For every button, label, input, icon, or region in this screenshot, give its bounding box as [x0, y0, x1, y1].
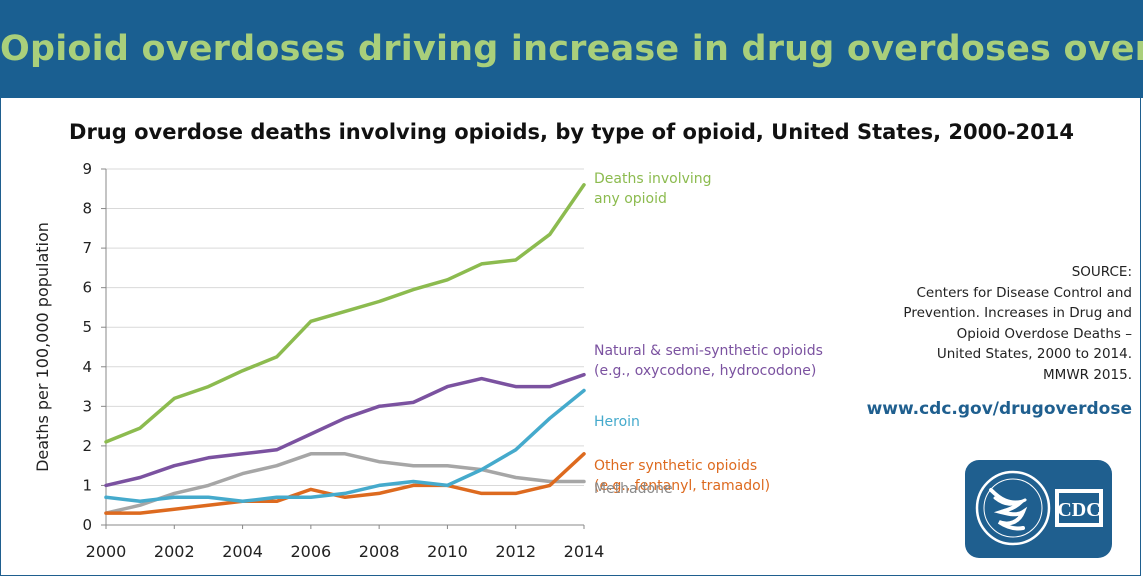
series-line	[104, 183, 586, 444]
header-title: Opioid overdoses driving increase in dru…	[0, 29, 1143, 69]
y-tick-label: 2	[82, 437, 92, 455]
y-tick-label: 7	[82, 239, 92, 257]
y-tick-label: 8	[82, 200, 92, 218]
y-tick-label: 9	[82, 160, 92, 178]
series-label: Other synthetic opioids	[594, 458, 757, 474]
series-label: (e.g., oxycodone, hydrocodone)	[594, 363, 816, 379]
source-label: SOURCE:	[1071, 264, 1132, 280]
hhs-eagle-logo-icon: CDC	[975, 470, 1103, 546]
y-axis-label: Deaths per 100,000 population	[33, 222, 52, 472]
x-tick-label: 2004	[222, 542, 263, 561]
source-citation: SOURCE: Centers for Disease Control and …	[802, 262, 1132, 385]
x-tick-label: 2012	[495, 542, 536, 561]
y-tick-label: 5	[82, 318, 92, 336]
x-tick-label: 2014	[564, 542, 605, 561]
header-banner: Opioid overdoses driving increase in dru…	[0, 0, 1143, 98]
source-line: Prevention. Increases in Drug and	[903, 305, 1132, 321]
chart-title: Drug overdose deaths involving opioids, …	[69, 120, 1074, 144]
cdc-logo: CDC	[965, 460, 1112, 558]
source-line: United States, 2000 to 2014.	[936, 346, 1132, 362]
series-label: any opioid	[594, 191, 667, 207]
series-label: Heroin	[594, 414, 640, 430]
x-tick-label: 2006	[290, 542, 331, 561]
x-tick-label: 2002	[154, 542, 195, 561]
series-label: Deaths involving	[594, 171, 712, 187]
series-label: (e.g., fentanyl, tramadol)	[594, 478, 770, 494]
series-line	[104, 452, 586, 515]
series-line	[104, 388, 586, 504]
y-tick-label: 4	[82, 358, 92, 376]
x-tick-label: 2010	[427, 542, 468, 561]
source-url-link[interactable]: www.cdc.gov/drugoverdose	[866, 399, 1132, 419]
x-tick-label: 2000	[86, 542, 127, 561]
series-label: Methadone	[594, 481, 673, 497]
cdc-logo-text: CDC	[1057, 499, 1100, 521]
y-tick-label: 6	[82, 279, 92, 297]
y-tick-label: 3	[82, 397, 92, 415]
y-tick-label: 0	[82, 516, 92, 534]
source-line: Centers for Disease Control and	[916, 284, 1133, 301]
x-tick-label: 2008	[359, 542, 400, 561]
source-line: Opioid Overdose Deaths –	[956, 325, 1132, 342]
series-line	[104, 452, 586, 515]
series-label: Natural & semi-synthetic opioids	[594, 343, 823, 359]
source-line: MMWR 2015.	[1043, 366, 1132, 383]
series-line	[104, 372, 586, 488]
y-tick-label: 1	[82, 476, 92, 494]
